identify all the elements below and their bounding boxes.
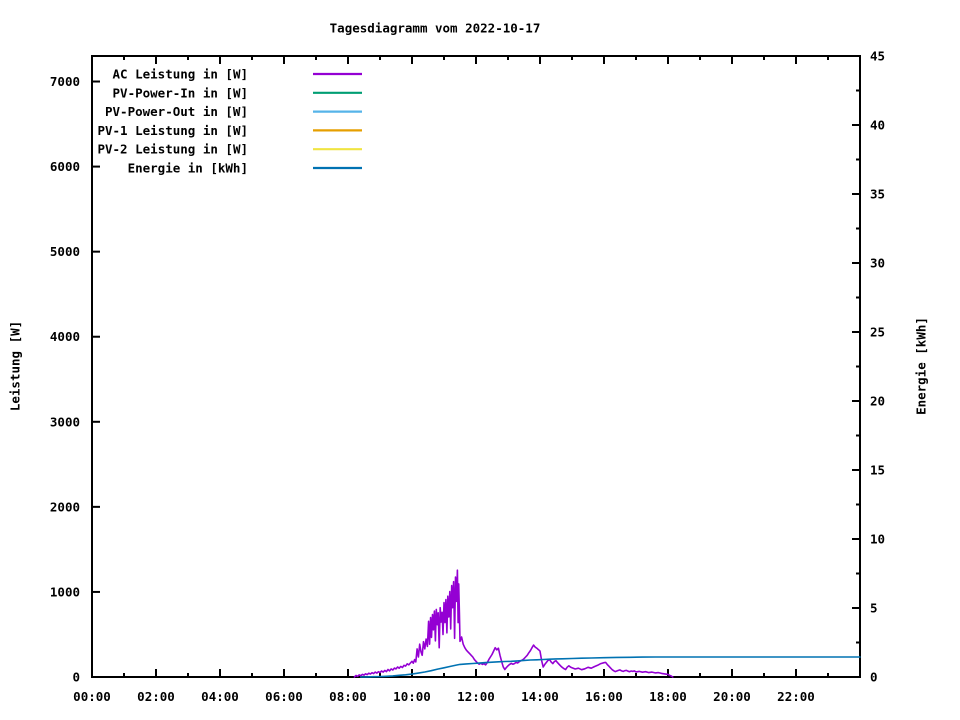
legend-label-pv2-leistung: PV-2 Leistung in [W] (97, 142, 248, 157)
y1-tick-label: 7000 (50, 74, 80, 89)
y2-axis-title: Energie [kWh] (913, 317, 929, 415)
legend-item-pv2-leistung: PV-2 Leistung in [W] (97, 142, 362, 157)
x-tick-label: 12:00 (457, 689, 495, 704)
chart-title: Tagesdiagramm vom 2022-10-17 (329, 20, 541, 36)
y1-tick-label: 4000 (50, 329, 80, 344)
y1-axis-title: Leistung [W] (7, 320, 23, 412)
y1-tick-label: 5000 (50, 244, 80, 259)
y2-tick-label: 0 (870, 670, 878, 685)
y2-tick-label: 20 (870, 394, 885, 409)
x-tick-label: 04:00 (201, 689, 239, 704)
y1-tick-label: 1000 (50, 584, 80, 599)
series-line-ac-leistung (353, 569, 674, 678)
x-tick-label: 14:00 (521, 689, 559, 704)
legend-label-ac-leistung: AC Leistung in [W] (113, 67, 248, 82)
x-tick-label: 22:00 (777, 689, 815, 704)
x-tick-label: 06:00 (265, 689, 303, 704)
y2-tick-label: 5 (870, 601, 878, 616)
y2-tick-label: 15 (870, 463, 885, 478)
series-line-energie (359, 656, 861, 678)
x-tick-label: 18:00 (649, 689, 687, 704)
x-tick-label: 10:00 (393, 689, 431, 704)
legend-item-pv-power-out: PV-Power-Out in [W] (105, 104, 362, 119)
x-tick-label: 08:00 (329, 689, 367, 704)
y2-tick-label: 25 (870, 325, 885, 340)
legend-label-pv1-leistung: PV-1 Leistung in [W] (97, 123, 248, 138)
legend-label-pv-power-out: PV-Power-Out in [W] (105, 104, 248, 119)
y2-tick-label: 30 (870, 256, 885, 271)
legend-label-energie: Energie in [kWh] (128, 161, 248, 176)
x-tick-label: 02:00 (137, 689, 175, 704)
y2-tick-label: 10 (870, 532, 885, 547)
legend-item-pv1-leistung: PV-1 Leistung in [W] (97, 123, 362, 138)
legend-item-energie: Energie in [kWh] (128, 161, 362, 176)
y1-tick-label: 6000 (50, 159, 80, 174)
legend-label-pv-power-in: PV-Power-In in [W] (113, 85, 248, 100)
axes-ticks (91, 55, 860, 678)
x-tick-label: 20:00 (713, 689, 751, 704)
y1-tick-label: 0 (72, 670, 80, 685)
legend-item-pv-power-in: PV-Power-In in [W] (113, 85, 362, 100)
y1-tick-label: 2000 (50, 499, 80, 514)
y2-tick-label: 40 (870, 118, 885, 133)
axes-tick-labels: 00:00 02:00 04:00 06:00 08:00 10:00 12:00 14:00… (50, 49, 885, 705)
legend: AC Leistung in [W] PV-Power-In in [W] PV-P… (97, 67, 362, 176)
legend-item-ac-leistung: AC Leistung in [W] (113, 67, 362, 82)
x-tick-label: 00:00 (73, 689, 111, 704)
y2-tick-label: 35 (870, 187, 885, 202)
y1-tick-label: 3000 (50, 414, 80, 429)
x-tick-label: 16:00 (585, 689, 623, 704)
y2-tick-label: 45 (870, 49, 885, 64)
